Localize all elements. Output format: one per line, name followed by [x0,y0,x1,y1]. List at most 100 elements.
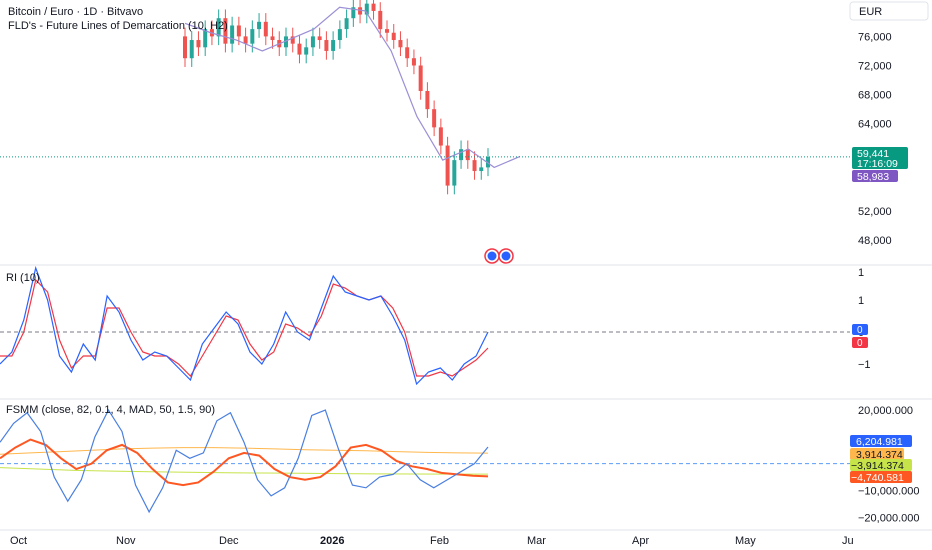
time-axis-label: Dec [219,535,239,547]
candle-body[interactable] [432,109,437,128]
fsmm-badge-orange [850,448,904,460]
candle-body[interactable] [270,36,275,41]
fld-indicator-title[interactable]: FLD's - Future Lines of Demarcation (10,… [8,20,228,32]
time-axis-label: May [735,535,756,547]
fsmm-upper-band[interactable] [0,447,489,455]
rsi-badge-red [852,337,868,348]
fsmm-badge-green-value: −3,914.374 [851,460,904,472]
price-tick-label: 64,000 [858,119,892,131]
candle-body[interactable] [378,10,383,30]
rsi-badge-blue [852,324,868,335]
candle-body[interactable] [344,18,349,30]
price-tick-label: 68,000 [858,90,892,102]
candle-body[interactable] [203,29,208,48]
events-badge[interactable] [484,248,514,264]
candle-body[interactable] [351,7,356,19]
candle-body[interactable] [331,40,336,51]
candle-body[interactable] [230,25,235,44]
fsmm-badge-green [850,459,912,471]
fsmm-lower-band[interactable] [0,467,489,475]
rsi-badge-red-value: 0 [857,338,863,349]
candle-body[interactable] [183,36,187,59]
price-tick-label: 52,000 [858,206,892,218]
rsi-tick-label: −1 [858,359,871,371]
fsmm-badge-orange-value: 3,914.374 [856,449,903,461]
fld-value: 58,983 [857,171,889,183]
candle-body[interactable] [371,3,376,11]
price-tick-label: 48,000 [858,235,892,247]
candle-body[interactable] [358,7,363,15]
countdown-value: 17:16:09 [857,158,898,170]
time-axis-label: Nov [116,535,136,547]
candle-body[interactable] [398,40,403,48]
rsi-tick-label: 1 [858,295,864,307]
globe-icon [487,251,497,261]
candle-body[interactable] [411,58,416,66]
fld-line[interactable] [184,6,521,169]
price-tick-label: 72,000 [858,61,892,73]
candle-body[interactable] [257,21,262,30]
time-axis-label: Oct [10,535,27,547]
time-axis-label: Apr [632,535,649,547]
time-axis-label: Ju [842,535,854,547]
candle-body[interactable] [189,40,194,59]
candle-body[interactable] [290,36,295,44]
currency-label: EUR [859,6,882,18]
candle-body[interactable] [465,149,470,161]
candle-body[interactable] [263,21,268,37]
candle-body[interactable] [452,160,457,186]
candle-body[interactable] [364,3,369,15]
fsmm-tick-label: −10,000.000 [858,485,919,497]
candle-body[interactable] [297,43,302,55]
currency-button[interactable] [849,1,929,21]
time-axis-label: Mar [527,535,546,547]
candle-body[interactable] [250,29,255,44]
candle-body[interactable] [418,65,423,91]
candle-body[interactable] [196,40,201,48]
fsmm-badge-blue-value: 6,204.981 [856,436,903,448]
candle-body[interactable] [438,127,443,146]
candle-body[interactable] [445,145,450,186]
candle-body[interactable] [216,18,221,37]
candle-body[interactable] [385,29,389,33]
fsmm-pane[interactable] [0,408,850,514]
candle-body[interactable] [243,36,248,44]
rsi-tick-label: 1 [858,267,864,279]
candle-body[interactable] [472,160,477,172]
rsi-title[interactable]: RI (10) [6,272,40,284]
symbol-title[interactable]: Bitcoin / Euro · 1D · Bitvavo [8,6,143,18]
fsmm-main-line[interactable] [0,408,489,514]
globe-icon [501,251,511,261]
rsi-badge-blue-value: 0 [857,325,863,336]
candle-body[interactable] [425,90,430,110]
rsi-pane[interactable] [0,265,850,386]
time-axis-label: Feb [430,535,449,547]
candle-body[interactable] [304,47,309,55]
last-price-badge [852,147,908,169]
candle-body[interactable] [236,25,241,37]
candle-body[interactable] [310,36,315,48]
candle-body[interactable] [317,36,322,41]
time-axis[interactable]: Oct Nov Dec 2026 Feb Mar Apr May Ju [10,535,854,547]
price-pane[interactable] [0,0,850,195]
candle-body[interactable] [337,29,342,41]
fsmm-badge-blue [850,435,912,447]
candle-body[interactable] [405,47,410,59]
fsmm-badge-red [850,471,912,483]
candle-body[interactable] [223,18,228,44]
candle-body[interactable] [391,32,396,41]
candle-body[interactable] [486,156,490,168]
candle-body[interactable] [324,40,329,51]
time-axis-label: 2026 [320,535,344,547]
fsmm-title[interactable]: FSMM (close, 82, 0.1, 4, MAD, 50, 1.5, 9… [6,404,215,416]
candle-body[interactable] [459,149,464,161]
price-tick-label: 76,000 [858,31,892,43]
rsi-main-line[interactable] [0,265,489,386]
candle-body[interactable] [284,36,288,48]
price-axis[interactable]: 76,000 72,000 68,000 64,000 52,000 48,000 1 1 0 −… [858,31,919,524]
candle-body[interactable] [479,167,484,172]
fsmm-trend-line[interactable] [0,438,489,487]
fld-value-badge [852,170,898,182]
rsi-signal-line[interactable] [0,278,489,377]
